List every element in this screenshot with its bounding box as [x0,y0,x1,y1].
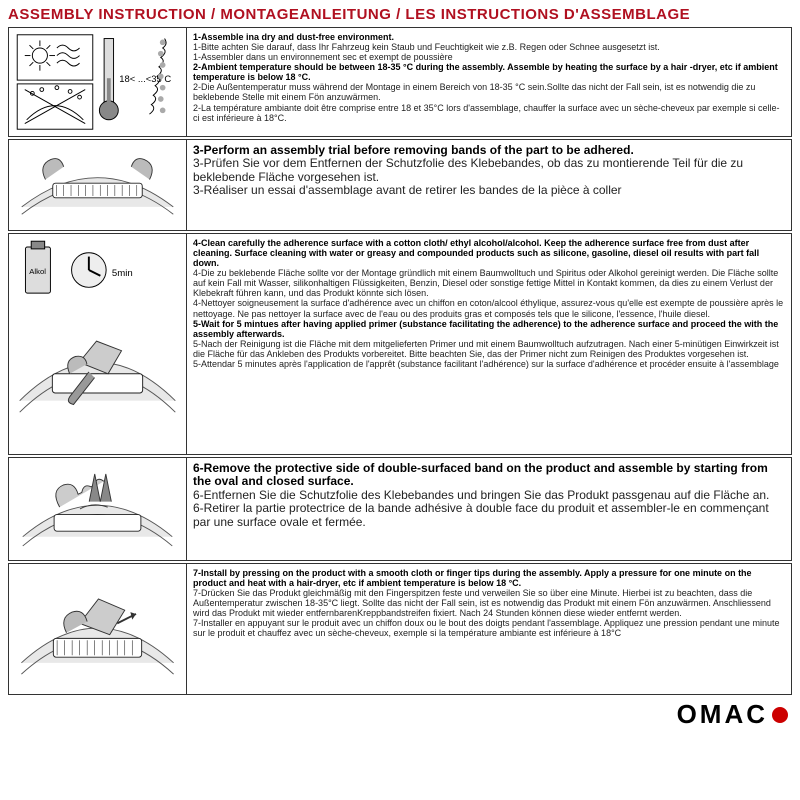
instruction-line: 3-Réaliser un essai d'assemblage avant d… [193,184,785,197]
instruction-line: 3-Prüfen Sie vor dem Entfernen der Schut… [193,157,785,184]
step-row-4: 6-Remove the protective side of double-s… [8,457,792,561]
instruction-line: 3-Perform an assembly trial before remov… [193,144,785,157]
instruction-line: 4-Nettoyer soigneusement la surface d'ad… [193,298,785,318]
instruction-line: 2-La température ambiante doit être comp… [193,103,785,123]
press-install-icon [12,567,183,691]
instruction-line: 6-Entfernen Sie die Schutzfolie des Kleb… [193,489,785,502]
instruction-line: 7-Drücken Sie das Produkt gleichmäßig mi… [193,588,785,618]
instruction-line: 6-Retirer la partie protectrice de la ba… [193,502,785,529]
brand-dot-icon [772,707,788,723]
step-row-3: Alkol 5min 4-Clean carefully the adheren… [8,233,792,455]
step-3-text: 3-Perform an assembly trial before remov… [187,140,791,230]
instruction-line: 5-Wait for 5 mintues after having applie… [193,319,785,339]
instruction-line: 2-Die Außentemperatur muss während der M… [193,82,785,102]
step-7-text: 7-Install by pressing on the product wit… [187,564,791,694]
brand-logo: OMAC [8,699,792,730]
page-title: ASSEMBLY INSTRUCTION / MONTAGEANLEITUNG … [8,6,792,23]
step-row-5: 7-Install by pressing on the product wit… [8,563,792,695]
step-row-1: 18< ...<35 C 1-Assemble ina dry and dust… [8,27,792,137]
brand-name: OMAC [677,699,788,730]
instruction-line: 2-Ambient temperature should be between … [193,62,785,82]
step-1-text: 1-Assemble ina dry and dust-free environ… [187,28,791,136]
step-6-illustration [9,458,187,560]
instruction-line: 4-Clean carefully the adherence surface … [193,238,785,268]
remove-tape-icon [12,461,183,557]
svg-text:18< ...<35 C: 18< ...<35 C [119,74,171,85]
instruction-line: 7-Installer en appuyant sur le produit a… [193,618,785,638]
instruction-line: 1-Bitte achten Sie darauf, dass Ihr Fahr… [193,42,785,52]
step-3-illustration [9,140,187,230]
instruction-line: 1-Assembler dans un environnement sec et… [193,52,785,62]
step-4-5-text: 4-Clean carefully the adherence surface … [187,234,791,454]
sun-thermometer-icon: 18< ...<35 C [12,31,183,133]
step-7-illustration [9,564,187,694]
assembly-trial-icon [12,143,183,227]
step-row-2: 3-Perform an assembly trial before remov… [8,139,792,231]
cleaning-primer-icon: Alkol 5min [12,237,183,451]
instruction-line: 6-Remove the protective side of double-s… [193,462,785,489]
instruction-line: 5-Nach der Reinigung ist die Fläche mit … [193,339,785,359]
step-4-5-illustration: Alkol 5min [9,234,187,454]
assembly-instruction-page: ASSEMBLY INSTRUCTION / MONTAGEANLEITUNG … [0,0,800,800]
instruction-line: 4-Die zu beklebende Fläche sollte vor de… [193,268,785,298]
instruction-line: 5-Attendar 5 minutes après l'application… [193,359,785,369]
instruction-line: 1-Assemble ina dry and dust-free environ… [193,32,785,42]
svg-text:Alkol: Alkol [29,267,46,276]
brand-text: OMAC [677,699,768,730]
instruction-line: 7-Install by pressing on the product wit… [193,568,785,588]
step-1-illustration: 18< ...<35 C [9,28,187,136]
svg-text:5min: 5min [112,268,133,279]
step-6-text: 6-Remove the protective side of double-s… [187,458,791,560]
